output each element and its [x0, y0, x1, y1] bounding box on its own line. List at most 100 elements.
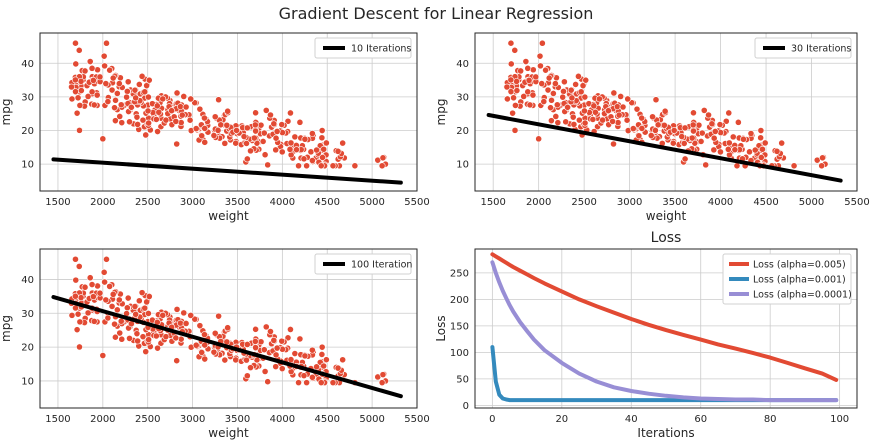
- scatter-point: [559, 93, 567, 101]
- scatter-point: [615, 111, 623, 119]
- scatter-point: [548, 96, 555, 104]
- scatter-point: [145, 293, 153, 300]
- scatter-point: [278, 148, 286, 156]
- scatter-point: [520, 93, 528, 100]
- x-tick-label: 2000: [526, 197, 551, 208]
- scatter-point: [529, 91, 537, 99]
- scatter-point: [81, 67, 89, 75]
- legend: 10 Iterations: [314, 37, 412, 59]
- scatter-point: [90, 101, 98, 109]
- scatter-point: [113, 90, 121, 97]
- scatter-point: [320, 362, 328, 370]
- x-axis-label: weight: [646, 209, 687, 223]
- scatter-point: [681, 155, 689, 163]
- scatter-point: [725, 109, 733, 117]
- scatter-point: [76, 102, 84, 109]
- scatter-point: [126, 118, 133, 126]
- scatter-point: [73, 326, 81, 334]
- scatter-point: [71, 76, 79, 84]
- scatter-point: [581, 107, 588, 115]
- scatter-point: [103, 39, 110, 47]
- scatter-point: [267, 328, 274, 335]
- scatter-point: [126, 334, 133, 342]
- scatter-point: [617, 93, 625, 100]
- scatter-point: [697, 138, 705, 145]
- legend-label: 10 Iterations: [351, 44, 411, 55]
- scatter-point: [214, 126, 222, 134]
- scatter-point: [139, 333, 147, 341]
- scatter-point: [77, 77, 85, 85]
- scatter-point: [568, 94, 576, 102]
- scatter-point: [106, 283, 114, 290]
- scatter-point: [187, 311, 195, 319]
- scatter-point: [334, 364, 342, 372]
- scatter-point: [232, 139, 240, 147]
- scatter-point: [751, 146, 759, 154]
- x-axis-label: weight: [208, 426, 249, 440]
- scatter-point: [524, 88, 532, 96]
- scatter-point: [734, 118, 742, 126]
- scatter-point: [102, 80, 110, 87]
- scatter-point: [252, 109, 260, 117]
- scatter-point: [610, 89, 618, 97]
- scatter-point: [132, 94, 140, 102]
- x-tick-label: 5000: [799, 197, 824, 208]
- scatter-point: [118, 119, 126, 127]
- scatter-point: [575, 116, 583, 124]
- scatter-point: [647, 132, 655, 139]
- scatter-point: [101, 278, 108, 286]
- scatter-point: [117, 101, 125, 109]
- plot-content: [51, 255, 403, 399]
- scatter-point: [72, 39, 79, 47]
- scatter-point: [68, 83, 75, 91]
- scatter-point: [102, 296, 110, 304]
- scatter-point: [291, 350, 299, 357]
- scatter-point: [72, 88, 79, 96]
- scatter-point: [624, 95, 632, 103]
- scatter-point: [724, 145, 732, 153]
- loss-series-line: [490, 252, 839, 382]
- y-tick-label: 10: [21, 376, 34, 387]
- scatter-point: [101, 62, 108, 70]
- scatter-point: [173, 140, 181, 148]
- scatter-point: [560, 87, 567, 95]
- scatter-point: [790, 162, 798, 170]
- scatter-point: [303, 379, 311, 387]
- scatter-point: [619, 103, 627, 111]
- scatter-point: [77, 294, 85, 302]
- scatter-point: [604, 107, 612, 115]
- scatter-point: [747, 130, 755, 137]
- x-tick-label: 0: [489, 414, 495, 425]
- y-tick-label: 250: [450, 268, 469, 279]
- y-tick-label: 30: [21, 309, 34, 320]
- scatter-point: [127, 103, 135, 111]
- scatter-point: [526, 101, 534, 109]
- scatter-point: [553, 101, 561, 109]
- scatter-point: [243, 341, 251, 348]
- scatter-point: [708, 120, 716, 128]
- scatter-point: [660, 121, 668, 129]
- scatter-point: [145, 336, 153, 344]
- scatter-point: [308, 157, 316, 164]
- scatter-point: [509, 109, 516, 117]
- scatter-point: [329, 162, 337, 170]
- scatter-point: [569, 113, 577, 121]
- x-tick-label: 4500: [315, 197, 340, 208]
- scatter-point: [572, 81, 580, 88]
- axes-frame: [39, 32, 418, 192]
- subplot-1: 1500 2000 2500 3000 3500 4000 4500 5000 5500 10 20…: [0, 32, 430, 223]
- scatter-point: [96, 73, 104, 81]
- x-tick-label: 3000: [617, 197, 642, 208]
- scatter-point: [278, 365, 286, 373]
- scatter-point: [272, 134, 280, 142]
- legend-label: 30 Iterations: [791, 44, 851, 55]
- scatter-point: [192, 341, 200, 349]
- scatter-point: [725, 139, 733, 147]
- scatter-point: [278, 121, 286, 128]
- scatter-point: [592, 108, 599, 116]
- scatter-point: [818, 162, 826, 170]
- scatter-point: [295, 162, 302, 170]
- scatter-point: [99, 352, 107, 359]
- scatter-point: [142, 131, 150, 139]
- scatter-point: [681, 124, 689, 132]
